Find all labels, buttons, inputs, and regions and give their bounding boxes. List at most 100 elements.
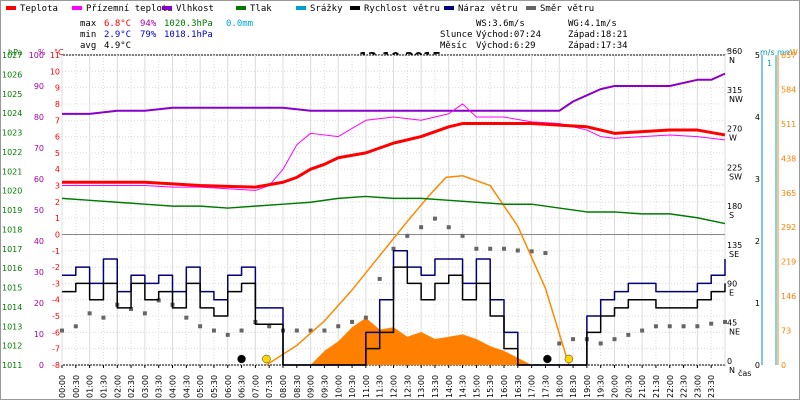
temperature-line (62, 122, 726, 189)
stat-max-press: 1020.3hPa (164, 19, 213, 29)
dir-tick-name: NW (729, 95, 743, 104)
humidity-tick-label: 20 (34, 299, 44, 308)
wind-dir-point (142, 311, 147, 316)
wind-dir-point (432, 216, 437, 221)
temp-tick-label: -7 (52, 345, 60, 354)
humidity-tick-label: 30 (34, 268, 44, 277)
wind-dir-point (681, 324, 686, 329)
x-tick-label: 02:30 (127, 375, 136, 398)
pressure-tick-label: 1015 (2, 284, 22, 293)
humidity-tick-label: 50 (34, 206, 44, 215)
sun-set-marker (564, 354, 574, 364)
humidity-tick-label: 0 (39, 361, 44, 370)
stat-avg-label: avg (80, 41, 96, 51)
x-tick-label: 03:00 (141, 375, 150, 398)
legend-label: Směr větru (540, 4, 594, 14)
x-tick-label: 17:30 (541, 375, 550, 398)
wind-dir-point (308, 328, 313, 333)
humidity-tick-label: 40 (34, 237, 44, 246)
wind-dir-point (474, 246, 479, 251)
x-tick-label: 20:00 (611, 375, 620, 398)
wind-dir-point (239, 328, 244, 333)
x-tick-label: 07:30 (265, 375, 274, 398)
x-tick-label: 16:30 (514, 375, 523, 398)
wind-dir-point (543, 251, 548, 256)
temp-tick-label: -5 (52, 312, 60, 321)
pressure-tick-label: 1021 (2, 167, 22, 176)
x-tick-label: 21:00 (638, 375, 647, 398)
x-tick-label: 04:30 (182, 375, 191, 398)
wind-dir-point (405, 233, 410, 238)
sun-rise-marker (262, 354, 271, 364)
wind-ms-tick-label: 2 (755, 237, 760, 246)
wind-dir-point (267, 324, 272, 329)
temp-tick-label: 5 (55, 149, 60, 158)
solar-tick-label: 292 (781, 223, 796, 232)
wind-dir-point (653, 324, 658, 329)
wind-dir-point (101, 315, 106, 320)
wind-dir-point (336, 324, 341, 329)
x-tick-label: 15:00 (472, 375, 481, 398)
x-tick-label: 22:00 (666, 375, 675, 398)
pressure-tick-label: 1018 (2, 225, 22, 234)
pressure-tick-label: 1011 (2, 361, 22, 370)
wind-dir-point (294, 328, 299, 333)
x-tick-label: 08:30 (293, 375, 302, 398)
x-axis-label: čas (738, 368, 751, 378)
pressure-tick-label: 1022 (2, 148, 22, 157)
stat-max-label: max (80, 19, 97, 29)
temp-tick-label: -4 (52, 296, 60, 305)
pressure-tick-label: 1024 (2, 109, 22, 118)
wind-dir-point (709, 321, 714, 326)
temp-tick-label: -1 (52, 247, 60, 256)
axis-title-temp: °C (54, 48, 64, 57)
temp-tick-label: 4 (55, 165, 60, 174)
wind-dir-point (640, 328, 645, 333)
wind-dir-point (515, 248, 520, 253)
lines-layer (61, 72, 726, 366)
wind-dir-point (129, 307, 134, 312)
wind-ms-tick-label: 1 (755, 299, 760, 308)
legend-label: Přízemní teplota (86, 4, 173, 14)
wind-dir-point (529, 249, 534, 254)
x-tick-label: 14:30 (459, 375, 468, 398)
wind-dir-point (446, 225, 451, 230)
stat-min-press: 1018.1hPa (164, 30, 213, 40)
wind-ms-tick-label: 3 (755, 175, 760, 184)
wind-dir-point (391, 246, 396, 251)
temp-tick-label: 6 (55, 133, 60, 142)
temp-tick-label: 10 (50, 67, 60, 76)
x-tick-label: 20:30 (624, 375, 633, 398)
wind-dir-point (363, 315, 368, 320)
mm-tick-label: 1 (767, 59, 772, 68)
dir-tick-name: N (729, 366, 735, 375)
temp-tick-label: 0 (55, 230, 60, 239)
x-tick-label: 05:00 (196, 375, 205, 398)
humidity-tick-label: 80 (34, 113, 44, 122)
legend-swatch (444, 6, 454, 10)
dir-tick-name: N (729, 56, 735, 65)
stat-min-label: min (80, 30, 96, 40)
x-tick-label: 10:30 (348, 375, 357, 398)
x-tick-label: 18:00 (555, 375, 564, 398)
pressure-tick-label: 1019 (2, 206, 22, 215)
dir-tick-name: SW (729, 172, 742, 181)
wind-dir-point (571, 337, 576, 342)
x-tick-label: 06:00 (224, 375, 233, 398)
temp-tick-label: 9 (55, 84, 60, 93)
wind-ms-tick-label: 5 (755, 51, 760, 60)
stat-max-temp: 6.8°C (104, 19, 131, 29)
legend-swatch (6, 6, 16, 10)
pressure-line (61, 195, 726, 225)
wind-dir-point (612, 337, 617, 342)
temp-tick-label: 3 (55, 182, 60, 191)
wind-dir-point (211, 328, 216, 333)
stat-min-hum: 79% (140, 30, 157, 40)
axis-title-dir: ° (726, 48, 730, 57)
x-tick-label: 13:30 (431, 375, 440, 398)
dir-tick-name: E (729, 289, 734, 298)
x-tick-label: 11:30 (376, 375, 385, 398)
legend-label: Rychlost větru (364, 4, 440, 14)
pressure-tick-label: 1014 (2, 303, 22, 312)
